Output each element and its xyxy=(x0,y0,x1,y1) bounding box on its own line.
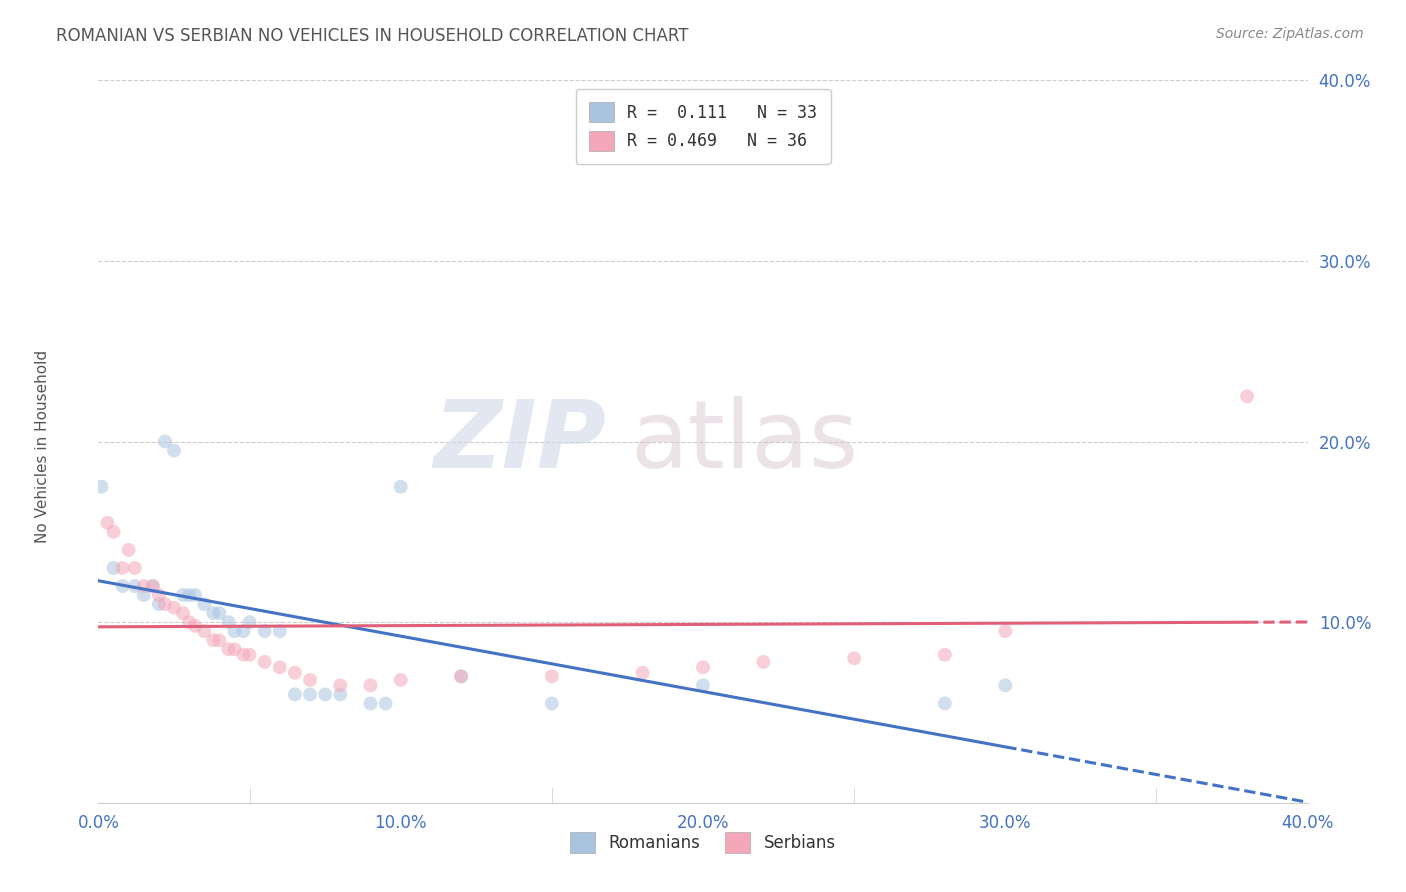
Point xyxy=(239,615,262,630)
Point xyxy=(692,678,714,692)
Point xyxy=(208,606,231,620)
Point xyxy=(179,615,201,630)
Point xyxy=(202,633,225,648)
Point xyxy=(934,648,956,662)
Point xyxy=(239,648,262,662)
Point xyxy=(184,619,207,633)
Point xyxy=(329,678,352,692)
Point xyxy=(269,660,291,674)
Point xyxy=(124,561,146,575)
Point xyxy=(360,678,382,692)
Point xyxy=(179,588,201,602)
Point xyxy=(450,669,472,683)
Point xyxy=(118,542,141,557)
Point xyxy=(253,624,276,639)
Point xyxy=(172,588,194,602)
Point xyxy=(224,642,246,657)
Point xyxy=(132,588,155,602)
Text: ZIP: ZIP xyxy=(433,395,606,488)
Point xyxy=(163,443,186,458)
Point xyxy=(540,669,562,683)
Point xyxy=(90,480,112,494)
Point xyxy=(232,624,254,639)
Point xyxy=(184,588,207,602)
Point xyxy=(994,678,1017,692)
Point xyxy=(193,624,215,639)
Point xyxy=(934,697,956,711)
Point xyxy=(142,579,165,593)
Point xyxy=(124,579,146,593)
Point xyxy=(153,597,176,611)
Point xyxy=(994,624,1017,639)
Point xyxy=(360,697,382,711)
Point xyxy=(111,561,134,575)
Point xyxy=(172,606,194,620)
Point xyxy=(299,687,322,701)
Point xyxy=(217,615,239,630)
Point xyxy=(142,579,165,593)
Point xyxy=(374,697,396,711)
Point xyxy=(844,651,866,665)
Point xyxy=(540,697,562,711)
Text: No Vehicles in Household: No Vehicles in Household xyxy=(35,350,49,542)
Point xyxy=(193,597,215,611)
Legend: Romanians, Serbians: Romanians, Serbians xyxy=(564,826,842,860)
Point xyxy=(163,600,186,615)
Point xyxy=(314,687,336,701)
Point xyxy=(232,648,254,662)
Point xyxy=(253,655,276,669)
Text: Source: ZipAtlas.com: Source: ZipAtlas.com xyxy=(1216,27,1364,41)
Point xyxy=(299,673,322,687)
Point xyxy=(1236,389,1258,403)
Text: atlas: atlas xyxy=(630,395,859,488)
Point xyxy=(631,665,654,680)
Point xyxy=(269,624,291,639)
Point xyxy=(153,434,176,449)
Point xyxy=(752,655,775,669)
Point xyxy=(96,516,118,530)
Point xyxy=(284,687,307,701)
Point xyxy=(202,606,225,620)
Point xyxy=(103,561,125,575)
Point xyxy=(111,579,134,593)
Point xyxy=(329,687,352,701)
Point xyxy=(217,642,239,657)
Point xyxy=(208,633,231,648)
Point xyxy=(284,665,307,680)
Point xyxy=(450,669,472,683)
Point xyxy=(389,673,412,687)
Text: ROMANIAN VS SERBIAN NO VEHICLES IN HOUSEHOLD CORRELATION CHART: ROMANIAN VS SERBIAN NO VEHICLES IN HOUSE… xyxy=(56,27,689,45)
Point xyxy=(103,524,125,539)
Point xyxy=(132,579,155,593)
Point xyxy=(148,597,170,611)
Point xyxy=(389,480,412,494)
Point xyxy=(224,624,246,639)
Point xyxy=(692,660,714,674)
Point xyxy=(148,588,170,602)
